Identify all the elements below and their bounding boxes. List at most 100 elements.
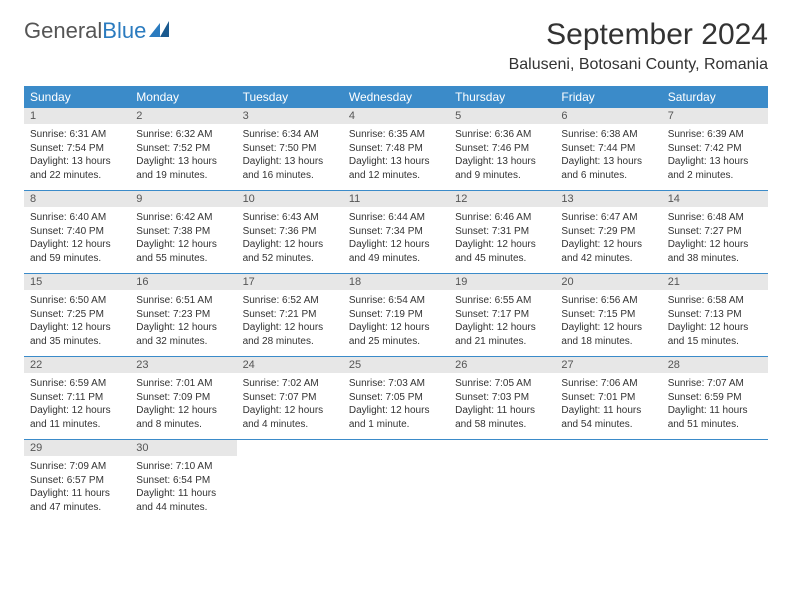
day-details: Sunrise: 6:36 AMSunset: 7:46 PMDaylight:… bbox=[449, 124, 555, 190]
day-details: Sunrise: 7:06 AMSunset: 7:01 PMDaylight:… bbox=[555, 373, 661, 439]
day-number: 11 bbox=[343, 191, 449, 207]
calendar-cell bbox=[662, 440, 768, 523]
sunset-line: Sunset: 7:11 PM bbox=[30, 391, 124, 405]
daylight-line: Daylight: 12 hours and 55 minutes. bbox=[136, 238, 230, 265]
calendar-cell bbox=[237, 440, 343, 523]
sunset-line: Sunset: 7:23 PM bbox=[136, 308, 230, 322]
sunset-line: Sunset: 7:03 PM bbox=[455, 391, 549, 405]
sunrise-line: Sunrise: 6:52 AM bbox=[243, 294, 337, 308]
calendar-cell: 1Sunrise: 6:31 AMSunset: 7:54 PMDaylight… bbox=[24, 108, 130, 191]
sunset-line: Sunset: 7:44 PM bbox=[561, 142, 655, 156]
calendar-cell: 18 Sunrise: 6:54 AMSunset: 7:19 PMDayligh… bbox=[343, 274, 449, 357]
calendar-cell bbox=[555, 440, 661, 523]
day-details: Sunrise: 7:03 AMSunset: 7:05 PMDaylight:… bbox=[343, 373, 449, 439]
sunrise-line: Sunrise: 6:35 AM bbox=[349, 128, 443, 142]
sunrise-line: Sunrise: 7:10 AM bbox=[136, 460, 230, 474]
weekday-header: Sunday bbox=[24, 86, 130, 108]
sunset-line: Sunset: 6:54 PM bbox=[136, 474, 230, 488]
logo: GeneralBlue bbox=[24, 18, 171, 44]
sunrise-line: Sunrise: 6:43 AM bbox=[243, 211, 337, 225]
calendar-cell: 12Sunrise: 6:46 AMSunset: 7:31 PMDayligh… bbox=[449, 191, 555, 274]
calendar-cell: 4Sunrise: 6:35 AMSunset: 7:48 PMDaylight… bbox=[343, 108, 449, 191]
daylight-line: Daylight: 11 hours and 54 minutes. bbox=[561, 404, 655, 431]
daylight-line: Daylight: 11 hours and 47 minutes. bbox=[30, 487, 124, 514]
sunrise-line: Sunrise: 6:55 AM bbox=[455, 294, 549, 308]
calendar-cell bbox=[343, 440, 449, 523]
sunrise-line: Sunrise: 6:51 AM bbox=[136, 294, 230, 308]
day-number: 20 bbox=[555, 274, 661, 290]
sunset-line: Sunset: 7:52 PM bbox=[136, 142, 230, 156]
sunset-line: Sunset: 7:13 PM bbox=[668, 308, 762, 322]
daylight-line: Daylight: 13 hours and 16 minutes. bbox=[243, 155, 337, 182]
day-number: 7 bbox=[662, 108, 768, 124]
sunrise-line: Sunrise: 6:34 AM bbox=[243, 128, 337, 142]
sunrise-line: Sunrise: 6:38 AM bbox=[561, 128, 655, 142]
daylight-line: Daylight: 12 hours and 25 minutes. bbox=[349, 321, 443, 348]
day-number: 18 bbox=[343, 274, 449, 290]
calendar-cell: 30Sunrise: 7:10 AMSunset: 6:54 PMDayligh… bbox=[130, 440, 236, 523]
sunrise-line: Sunrise: 7:07 AM bbox=[668, 377, 762, 391]
sunset-line: Sunset: 7:07 PM bbox=[243, 391, 337, 405]
daylight-line: Daylight: 12 hours and 21 minutes. bbox=[455, 321, 549, 348]
calendar-cell: 21Sunrise: 6:58 AMSunset: 7:13 PMDayligh… bbox=[662, 274, 768, 357]
day-number: 10 bbox=[237, 191, 343, 207]
title-block: September 2024 Baluseni, Botosani County… bbox=[509, 18, 768, 74]
sunrise-line: Sunrise: 6:39 AM bbox=[668, 128, 762, 142]
calendar-row: 8Sunrise: 6:40 AMSunset: 7:40 PMDaylight… bbox=[24, 191, 768, 274]
day-details: Sunrise: 6:50 AMSunset: 7:25 PMDaylight:… bbox=[24, 290, 130, 356]
sunset-line: Sunset: 7:42 PM bbox=[668, 142, 762, 156]
calendar-cell: 24Sunrise: 7:02 AMSunset: 7:07 PMDayligh… bbox=[237, 357, 343, 440]
day-details: Sunrise: 6:52 AMSunset: 7:21 PMDaylight:… bbox=[237, 290, 343, 356]
daylight-line: Daylight: 13 hours and 2 minutes. bbox=[668, 155, 762, 182]
calendar-row: 29Sunrise: 7:09 AMSunset: 6:57 PMDayligh… bbox=[24, 440, 768, 523]
calendar-body: 1Sunrise: 6:31 AMSunset: 7:54 PMDaylight… bbox=[24, 108, 768, 522]
day-number: 5 bbox=[449, 108, 555, 124]
day-details: Sunrise: 7:07 AMSunset: 6:59 PMDaylight:… bbox=[662, 373, 768, 439]
day-number: 17 bbox=[237, 274, 343, 290]
daylight-line: Daylight: 11 hours and 51 minutes. bbox=[668, 404, 762, 431]
daylight-line: Daylight: 11 hours and 44 minutes. bbox=[136, 487, 230, 514]
weekday-header-row: SundayMondayTuesdayWednesdayThursdayFrid… bbox=[24, 86, 768, 108]
daylight-line: Daylight: 12 hours and 32 minutes. bbox=[136, 321, 230, 348]
day-details: Sunrise: 6:44 AMSunset: 7:34 PMDaylight:… bbox=[343, 207, 449, 273]
logo-text: GeneralBlue bbox=[24, 18, 146, 44]
weekday-header: Wednesday bbox=[343, 86, 449, 108]
day-number: 25 bbox=[343, 357, 449, 373]
calendar-cell: 27Sunrise: 7:06 AMSunset: 7:01 PMDayligh… bbox=[555, 357, 661, 440]
calendar-cell: 5Sunrise: 6:36 AMSunset: 7:46 PMDaylight… bbox=[449, 108, 555, 191]
calendar-cell: 19Sunrise: 6:55 AMSunset: 7:17 PMDayligh… bbox=[449, 274, 555, 357]
calendar-cell: 29Sunrise: 7:09 AMSunset: 6:57 PMDayligh… bbox=[24, 440, 130, 523]
sunrise-line: Sunrise: 6:42 AM bbox=[136, 211, 230, 225]
day-details: Sunrise: 6:47 AMSunset: 7:29 PMDaylight:… bbox=[555, 207, 661, 273]
logo-part2: Blue bbox=[102, 18, 146, 43]
daylight-line: Daylight: 13 hours and 9 minutes. bbox=[455, 155, 549, 182]
calendar-cell: 22Sunrise: 6:59 AMSunset: 7:11 PMDayligh… bbox=[24, 357, 130, 440]
calendar-cell: 7 Sunrise: 6:39 AMSunset: 7:42 PMDaylight… bbox=[662, 108, 768, 191]
day-details: Sunrise: 6:58 AMSunset: 7:13 PMDaylight:… bbox=[662, 290, 768, 356]
sunset-line: Sunset: 7:19 PM bbox=[349, 308, 443, 322]
sunset-line: Sunset: 7:27 PM bbox=[668, 225, 762, 239]
sunset-line: Sunset: 7:25 PM bbox=[30, 308, 124, 322]
day-details: Sunrise: 6:42 AMSunset: 7:38 PMDaylight:… bbox=[130, 207, 236, 273]
sunrise-line: Sunrise: 6:54 AM bbox=[349, 294, 443, 308]
sunrise-line: Sunrise: 6:40 AM bbox=[30, 211, 124, 225]
sunset-line: Sunset: 7:09 PM bbox=[136, 391, 230, 405]
day-details: Sunrise: 6:48 AMSunset: 7:27 PMDaylight:… bbox=[662, 207, 768, 273]
logo-part1: General bbox=[24, 18, 102, 43]
sunrise-line: Sunrise: 7:02 AM bbox=[243, 377, 337, 391]
calendar-row: 15Sunrise: 6:50 AMSunset: 7:25 PMDayligh… bbox=[24, 274, 768, 357]
day-number: 3 bbox=[237, 108, 343, 124]
day-number: 9 bbox=[130, 191, 236, 207]
sunset-line: Sunset: 7:36 PM bbox=[243, 225, 337, 239]
sunrise-line: Sunrise: 6:36 AM bbox=[455, 128, 549, 142]
calendar-cell bbox=[449, 440, 555, 523]
daylight-line: Daylight: 12 hours and 52 minutes. bbox=[243, 238, 337, 265]
location: Baluseni, Botosani County, Romania bbox=[509, 56, 768, 74]
sunrise-line: Sunrise: 6:58 AM bbox=[668, 294, 762, 308]
day-details: Sunrise: 6:43 AMSunset: 7:36 PMDaylight:… bbox=[237, 207, 343, 273]
sunset-line: Sunset: 7:40 PM bbox=[30, 225, 124, 239]
day-number: 29 bbox=[24, 440, 130, 456]
weekday-header: Thursday bbox=[449, 86, 555, 108]
calendar-cell: 28Sunrise: 7:07 AMSunset: 6:59 PMDayligh… bbox=[662, 357, 768, 440]
logo-mark-icon bbox=[149, 21, 171, 42]
